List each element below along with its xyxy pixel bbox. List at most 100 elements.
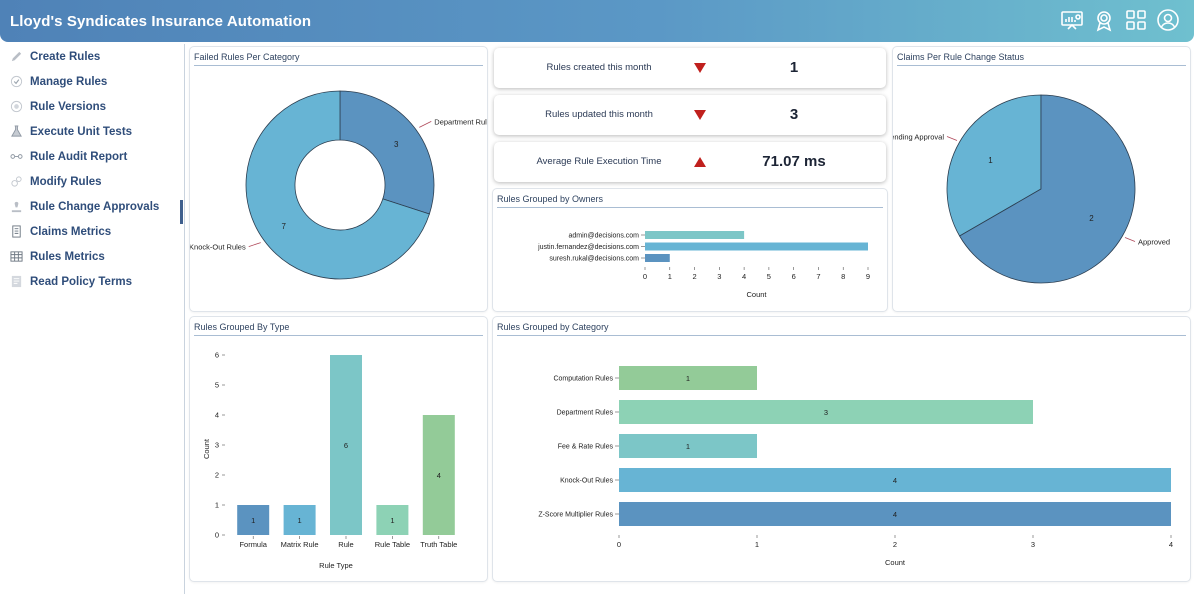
x-tick-label: 7 <box>816 272 820 281</box>
category-label: Matrix Rule <box>281 540 319 549</box>
sidebar-item-rules-metrics[interactable]: Rules Metrics <box>0 244 184 269</box>
x-tick-label: 3 <box>1031 540 1035 549</box>
version-icon <box>10 100 23 113</box>
type-bar-chart: 0 1 2 3 4 5 6 1 Formula 1 Matrix Rule 6 Rule 1 Rule Ta… <box>202 351 457 571</box>
data-label: 3 <box>394 140 399 149</box>
y-tick-label: 0 <box>215 531 219 540</box>
category-label: Computation Rules <box>553 376 613 383</box>
pie-slice <box>959 94 1136 284</box>
panel-claims-status: Claims Per Rule Change Status 1 Pending A… <box>892 46 1191 312</box>
x-axis-label: Count <box>885 558 906 567</box>
title-divider <box>897 65 1186 66</box>
bar <box>237 505 270 535</box>
leader-line <box>248 242 261 247</box>
bar <box>283 505 316 535</box>
x-tick-label: 3 <box>717 272 721 281</box>
bar <box>619 400 1033 424</box>
data-label: 4 <box>893 476 897 485</box>
chart-title: Claims Per Rule Change Status <box>897 52 1025 62</box>
y-tick-label: 4 <box>215 411 219 420</box>
award-icon[interactable] <box>1092 8 1116 32</box>
data-label: 1 <box>251 516 255 525</box>
title-divider <box>497 207 883 208</box>
pie-slice <box>946 94 1042 237</box>
sidebar-item-label: Create Rules <box>30 50 101 63</box>
category-label: Z-Score Multiplier Rules <box>538 512 613 519</box>
bar <box>645 254 670 262</box>
trend-up-icon <box>694 157 706 167</box>
sidebar-item-label: Execute Unit Tests <box>30 125 133 138</box>
panel-failed-rules: Failed Rules Per Category 3 Department Ru… <box>189 46 488 312</box>
sidebar-item-rule-audit-report[interactable]: Rule Audit Report <box>0 144 184 169</box>
sidebar-item-label: Read Policy Terms <box>30 275 133 288</box>
slice-label: Approved <box>1138 238 1170 247</box>
data-label: 3 <box>824 408 828 417</box>
x-tick-label: 2 <box>893 540 897 549</box>
x-tick-label: 1 <box>755 540 759 549</box>
category-label: suresh.rukal@decisions.com <box>549 256 639 263</box>
bar <box>619 366 757 390</box>
sidebar-item-label: Manage Rules <box>30 75 108 88</box>
category-label: Truth Table <box>420 540 457 549</box>
app-title: Lloyd's Syndicates Insurance Automation <box>10 12 312 30</box>
x-tick-label: 0 <box>643 272 647 281</box>
kpi-rules-updated: Rules updated this month 3 <box>494 95 886 135</box>
data-label: 1 <box>988 156 993 165</box>
y-tick-label: 5 <box>215 381 219 390</box>
x-tick-label: 6 <box>792 272 796 281</box>
data-label: 1 <box>686 374 690 383</box>
owners-bar-chart: admin@decisions.com justin.fernandez@deci… <box>537 231 870 299</box>
x-axis-label: Rule Type <box>319 561 353 570</box>
slice-label: Knock-Out Rules <box>190 243 246 252</box>
sidebar-item-label: Claims Metrics <box>30 225 112 238</box>
sidebar-item-claims-metrics[interactable]: Claims Metrics <box>0 219 184 244</box>
bar <box>619 468 1171 492</box>
apps-grid-icon[interactable] <box>1124 8 1148 32</box>
sidebar-nav: Create Rules Manage Rules Rule Versions … <box>0 44 185 594</box>
bar <box>619 502 1171 526</box>
chart-title: Rules Grouped by Category <box>497 322 609 332</box>
presentation-icon[interactable] <box>1060 8 1084 32</box>
sidebar-item-label: Modify Rules <box>30 175 102 188</box>
kpi-label: Rules updated this month <box>545 109 653 120</box>
sidebar-item-execute-unit-tests[interactable]: Execute Unit Tests <box>0 119 184 144</box>
y-tick-label: 6 <box>215 351 219 360</box>
title-divider <box>194 65 483 66</box>
sidebar-item-read-policy-terms[interactable]: Read Policy Terms <box>0 269 184 294</box>
active-indicator <box>180 200 183 224</box>
leader-line <box>1124 237 1136 242</box>
data-label: 4 <box>437 471 441 480</box>
x-tick-label: 9 <box>866 272 870 281</box>
table-icon <box>10 251 23 262</box>
data-label: 1 <box>686 442 690 451</box>
y-axis-label: Count <box>202 438 211 459</box>
policy-icon <box>11 275 22 288</box>
category-label: justin.fernandez@decisions.com <box>537 244 639 251</box>
kpi-rules-created: Rules created this month 1 <box>494 48 886 88</box>
user-account-icon[interactable] <box>1156 8 1180 32</box>
audit-icon <box>10 154 23 159</box>
category-label: Knock-Out Rules <box>560 478 613 485</box>
y-tick-label: 1 <box>215 501 219 510</box>
y-tick-label: 3 <box>215 441 219 450</box>
sidebar-item-rule-versions[interactable]: Rule Versions <box>0 94 184 119</box>
kpi-value: 71.07 ms <box>762 153 826 170</box>
kpi-label: Average Rule Execution Time <box>536 156 662 167</box>
sidebar-item-label: Rule Change Approvals <box>30 200 160 213</box>
chart-title: Rules Grouped by Owners <box>497 194 604 204</box>
panel-rules-by-type: Rules Grouped By Type 0 1 2 3 4 5 6 1 Formula 1 Ma… <box>189 316 488 582</box>
panel-rules-by-owners: Rules Grouped by Owners admin@decisions.… <box>492 188 888 312</box>
slice-label: Pending Approval <box>893 133 944 142</box>
kpi-avg-execution-time: Average Rule Execution Time 71.07 ms <box>494 142 886 182</box>
sidebar-item-modify-rules[interactable]: Modify Rules <box>0 169 184 194</box>
sidebar-item-manage-rules[interactable]: Manage Rules <box>0 69 184 94</box>
chart-title: Rules Grouped By Type <box>194 322 290 332</box>
pie-slice <box>245 90 430 280</box>
sidebar-item-rule-change-approvals[interactable]: Rule Change Approvals <box>0 194 184 219</box>
data-label: 6 <box>344 441 348 450</box>
flask-icon <box>11 125 22 137</box>
sidebar-item-label: Rule Versions <box>30 100 107 113</box>
sidebar-item-create-rules[interactable]: Create Rules <box>0 44 184 69</box>
trend-down-icon <box>694 63 706 73</box>
pencil-icon <box>11 51 22 62</box>
